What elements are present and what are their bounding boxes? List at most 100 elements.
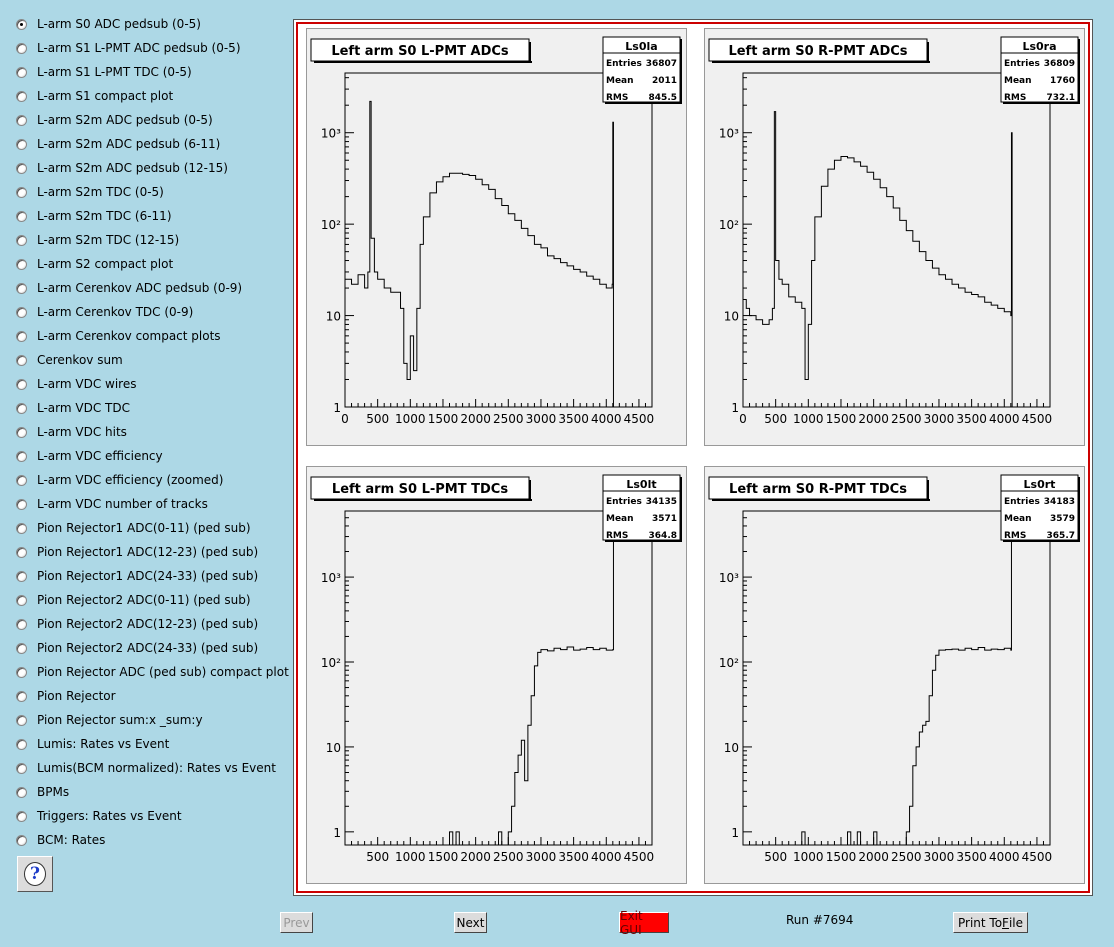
stats-label: Mean <box>606 514 634 524</box>
histogram-option[interactable]: L-arm S2m ADC pedsub (12-15) <box>16 158 228 178</box>
histogram-option[interactable]: L-arm S2m TDC (6-11) <box>16 206 172 226</box>
histogram-option[interactable]: L-arm VDC hits <box>16 422 127 442</box>
histogram-option-label: L-arm Cerenkov TDC (0-9) <box>37 305 194 319</box>
radio-button[interactable] <box>16 546 27 558</box>
histogram-option[interactable]: L-arm VDC efficiency <box>16 446 163 466</box>
histogram-option-label: L-arm S2m TDC (0-5) <box>37 185 164 199</box>
histogram-option[interactable]: BPMs <box>16 782 69 802</box>
radio-button[interactable] <box>16 186 27 198</box>
histogram-option[interactable]: L-arm VDC TDC <box>16 398 130 418</box>
histogram-option[interactable]: L-arm VDC number of tracks <box>16 494 208 514</box>
radio-button[interactable] <box>16 306 27 318</box>
root-canvas[interactable]: 0 500 1000 1500 2000 2500 3000 3500 4000 4500 1 10 1… <box>296 22 1090 893</box>
histogram-option[interactable]: Pion Rejector <box>16 686 116 706</box>
next-button[interactable]: Next <box>454 912 487 933</box>
radio-button[interactable] <box>16 162 27 174</box>
radio-button[interactable] <box>16 18 27 30</box>
histogram-option[interactable]: Lumis(BCM normalized): Rates vs Event <box>16 758 276 778</box>
histogram-option[interactable]: L-arm Cerenkov TDC (0-9) <box>16 302 193 322</box>
histogram-option[interactable]: L-arm S1 L-PMT TDC (0-5) <box>16 62 192 82</box>
histogram-option[interactable]: L-arm S2 compact plot <box>16 254 173 274</box>
histogram-option[interactable]: Triggers: Rates vs Event <box>16 806 182 826</box>
radio-button[interactable] <box>16 498 27 510</box>
print-label-mnemonic: F <box>1002 915 1009 930</box>
histogram-option[interactable]: L-arm S1 L-PMT ADC pedsub (0-5) <box>16 38 241 58</box>
histogram-title: Left arm S0 R-PMT TDCs <box>729 482 907 497</box>
x-tick-label: 4000 <box>591 412 622 426</box>
histogram-pad[interactable]: 500 1000 1500 2000 2500 3000 3500 4000 4500 1 10 10… <box>306 466 687 884</box>
histogram-pad[interactable]: 0 500 1000 1500 2000 2500 3000 3500 4000 4500 1 10 1… <box>306 28 687 446</box>
title-shadow <box>314 499 532 501</box>
radio-button[interactable] <box>16 642 27 654</box>
histogram-option[interactable]: Cerenkov sum <box>16 350 123 370</box>
radio-button[interactable] <box>16 114 27 126</box>
histogram-option[interactable]: L-arm S2m ADC pedsub (6-11) <box>16 134 220 154</box>
y-tick-label: 10³ <box>719 127 739 141</box>
histogram-option[interactable]: BCM: Rates <box>16 830 105 850</box>
radio-button[interactable] <box>16 234 27 246</box>
x-tick-label: 3500 <box>558 412 589 426</box>
radio-button[interactable] <box>16 378 27 390</box>
stats-label: RMS <box>606 93 628 103</box>
histogram-option-label: L-arm Cerenkov compact plots <box>37 329 221 343</box>
histogram-option[interactable]: L-arm Cerenkov ADC pedsub (0-9) <box>16 278 242 298</box>
histogram-option[interactable]: Pion Rejector ADC (ped sub) compact plot <box>16 662 289 682</box>
histogram-option[interactable]: Pion Rejector2 ADC(0-11) (ped sub) <box>16 590 251 610</box>
prev-button[interactable]: Prev <box>280 912 313 933</box>
stats-label: RMS <box>1004 93 1026 103</box>
radio-button[interactable] <box>16 474 27 486</box>
radio-button[interactable] <box>16 810 27 822</box>
histogram-option[interactable]: Lumis: Rates vs Event <box>16 734 169 754</box>
radio-button[interactable] <box>16 786 27 798</box>
radio-button[interactable] <box>16 402 27 414</box>
radio-button[interactable] <box>16 66 27 78</box>
radio-button[interactable] <box>16 450 27 462</box>
radio-button[interactable] <box>16 762 27 774</box>
histogram-option[interactable]: L-arm VDC efficiency (zoomed) <box>16 470 223 490</box>
histogram-option[interactable]: Pion Rejector2 ADC(24-33) (ped sub) <box>16 638 258 658</box>
radio-button[interactable] <box>16 90 27 102</box>
histogram-option[interactable]: L-arm S2m TDC (12-15) <box>16 230 179 250</box>
radio-button[interactable] <box>16 666 27 678</box>
radio-button[interactable] <box>16 42 27 54</box>
stats-value: 3579 <box>1050 514 1075 524</box>
histogram-option[interactable]: Pion Rejector1 ADC(24-33) (ped sub) <box>16 566 258 586</box>
radio-button[interactable] <box>16 210 27 222</box>
histogram-option[interactable]: L-arm S1 compact plot <box>16 86 173 106</box>
help-button[interactable]: ? <box>17 856 53 892</box>
histogram-pad[interactable]: 500 1000 1500 2000 2500 3000 3500 4000 4500 1 10 10… <box>704 466 1085 884</box>
radio-button[interactable] <box>16 834 27 846</box>
histogram-option-label: L-arm S1 L-PMT TDC (0-5) <box>37 65 192 79</box>
stats-name: Ls0la <box>625 40 657 53</box>
radio-button[interactable] <box>16 330 27 342</box>
radio-button[interactable] <box>16 522 27 534</box>
histogram-option-label: BPMs <box>37 785 70 799</box>
radio-button[interactable] <box>16 714 27 726</box>
histogram-option[interactable]: L-arm VDC wires <box>16 374 136 394</box>
radio-button[interactable] <box>16 738 27 750</box>
histogram-option[interactable]: Pion Rejector1 ADC(12-23) (ped sub) <box>16 542 258 562</box>
histogram-option[interactable]: Pion Rejector sum:x _sum:y <box>16 710 203 730</box>
histogram-option[interactable]: L-arm S2m TDC (0-5) <box>16 182 164 202</box>
exit-gui-button[interactable]: Exit GUI <box>619 909 669 937</box>
histogram-option[interactable]: L-arm S0 ADC pedsub (0-5) <box>16 14 201 34</box>
histogram-option-label: Pion Rejector2 ADC(12-23) (ped sub) <box>37 617 259 631</box>
histogram-option[interactable]: L-arm S2m ADC pedsub (0-5) <box>16 110 213 130</box>
radio-button[interactable] <box>16 354 27 366</box>
radio-button[interactable] <box>16 618 27 630</box>
title-shadow <box>927 480 929 501</box>
x-tick-label: 4500 <box>624 850 655 864</box>
radio-button[interactable] <box>16 258 27 270</box>
radio-button[interactable] <box>16 138 27 150</box>
radio-button[interactable] <box>16 594 27 606</box>
histogram-option[interactable]: Pion Rejector1 ADC(0-11) (ped sub) <box>16 518 251 538</box>
radio-button[interactable] <box>16 690 27 702</box>
radio-button[interactable] <box>16 570 27 582</box>
stats-label: Mean <box>1004 76 1032 86</box>
histogram-option[interactable]: Pion Rejector2 ADC(12-23) (ped sub) <box>16 614 258 634</box>
radio-button[interactable] <box>16 282 27 294</box>
histogram-pad[interactable]: 0 500 1000 1500 2000 2500 3000 3500 4000 4500 1 10 1… <box>704 28 1085 446</box>
radio-button[interactable] <box>16 426 27 438</box>
histogram-option[interactable]: L-arm Cerenkov compact plots <box>16 326 221 346</box>
